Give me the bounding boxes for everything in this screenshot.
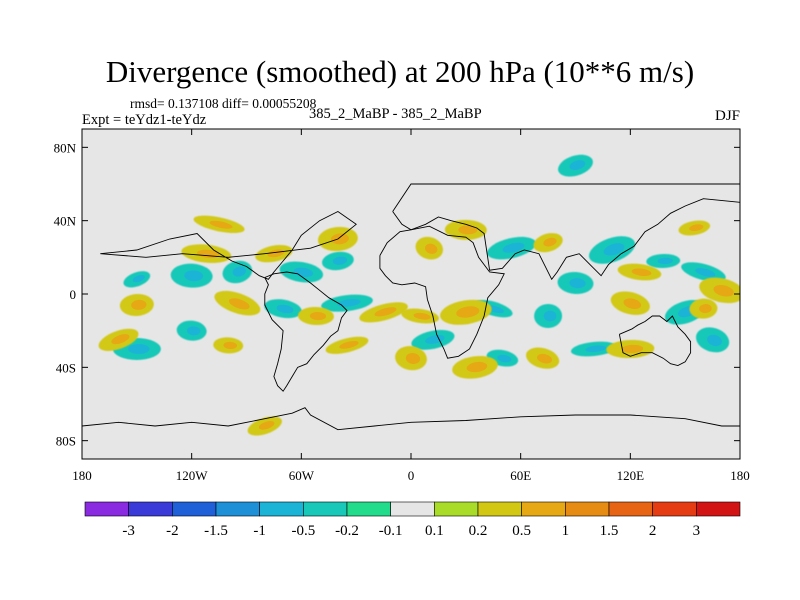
anomaly-blob: [440, 299, 492, 325]
anomaly-blob: [646, 253, 681, 269]
colorbar-swatch: [652, 501, 697, 517]
anomaly-blob: [214, 290, 261, 316]
colorbar-swatch: [259, 501, 304, 517]
anomaly-blob: [401, 308, 439, 324]
coastline-north-america: [100, 210, 357, 280]
colorbar-label: 2: [649, 523, 657, 539]
axes-layer: 180 120W 60W 0 60E 120E 180 80N 40N 0 40S 80S: [54, 129, 750, 483]
chart-title: Divergence (smoothed) at 200 hPa (10**6 …: [105, 54, 695, 89]
colorbar-label: -2: [166, 523, 179, 539]
y-tick-label: 40N: [54, 214, 77, 229]
anomaly-blob: [123, 271, 151, 288]
anomaly-blob: [699, 277, 740, 304]
anomaly-blob: [678, 220, 711, 236]
anomaly-blob: [264, 299, 302, 319]
x-tick-label: 60W: [289, 468, 315, 483]
colorbar-label: -1: [253, 523, 266, 539]
coastline-antarctica: [82, 407, 740, 459]
anomaly-blob: [606, 339, 655, 359]
colorbar-label: 1.5: [600, 523, 619, 539]
anomaly-blob: [557, 271, 594, 295]
anomaly-blob: [558, 154, 593, 177]
anomaly-blob: [255, 245, 293, 263]
anomaly-blob: [610, 291, 650, 315]
x-tick-label: 120W: [176, 468, 209, 483]
coastline-australia: [618, 315, 692, 366]
coastline-layer: [82, 183, 740, 459]
y-tick-label: 40S: [56, 360, 76, 375]
anomaly-blob: [570, 341, 617, 357]
x-tick-label: 180: [730, 468, 750, 483]
colorbar-swatch: [303, 501, 348, 517]
anomaly-blob: [222, 260, 253, 284]
y-tick-label: 80S: [56, 434, 76, 449]
anomaly-blob: [98, 328, 139, 351]
anomaly-blob: [533, 233, 563, 253]
colorbar-label: 3: [693, 523, 701, 539]
anomaly-blob: [525, 347, 560, 369]
anomaly-blob: [695, 327, 730, 353]
anomaly-blob: [444, 219, 487, 240]
colorbar-label: -0.5: [291, 523, 315, 539]
x-tick-label: 0: [408, 468, 415, 483]
anomaly-blob: [213, 337, 244, 354]
x-tick-label: 120E: [617, 468, 645, 483]
anomaly-field-layer: [98, 154, 740, 436]
colorbar-swatch: [521, 501, 566, 517]
coastline-africa: [379, 225, 505, 359]
anomaly-blob: [193, 215, 245, 234]
anomaly-blob: [487, 236, 536, 260]
runs-label: 385_2_MaBP - 385_2_MaBP: [309, 106, 482, 122]
coastline-eurasia: [392, 183, 740, 281]
anomaly-blob: [617, 263, 662, 281]
anomaly-blob: [452, 355, 498, 379]
anomaly-blob: [415, 236, 444, 260]
anomaly-blob: [297, 306, 334, 326]
experiment-label: Expt = teYdz1-teYdz: [82, 112, 207, 128]
anomaly-blob: [247, 416, 282, 436]
colorbar-swatch: [84, 501, 129, 517]
anomaly-blob: [321, 294, 373, 312]
anomaly-blob: [359, 302, 408, 323]
y-tick-label: 80N: [54, 140, 77, 155]
colorbar-swatch: [390, 501, 435, 517]
colorbar-label: 1: [562, 523, 570, 539]
anomaly-blob: [395, 346, 427, 371]
anomaly-blob: [325, 336, 369, 354]
anomaly-blob: [534, 303, 563, 329]
anomaly-blob: [176, 320, 207, 341]
anomaly-blob: [321, 251, 354, 271]
colorbar-label: 0.2: [469, 523, 488, 539]
colorbar-swatch: [346, 501, 391, 517]
x-tick-label: 60E: [510, 468, 531, 483]
colorbar-swatch: [128, 501, 173, 517]
anomaly-blob: [170, 263, 213, 288]
x-tick-label: 180: [72, 468, 92, 483]
season-label: DJF: [714, 108, 740, 124]
colorbar-swatch: [172, 501, 217, 517]
colorbar: -3 -2 -1.5 -1 -0.5 -0.2 -0.1 0.1 0.2 0.5 1 1.5 2 3: [84, 501, 741, 539]
colorbar-swatch: [696, 501, 741, 517]
colorbar-label: -0.1: [379, 523, 403, 539]
anomaly-blob: [589, 236, 636, 264]
colorbar-label: -1.5: [204, 523, 228, 539]
colorbar-label: -0.2: [335, 523, 359, 539]
colorbar-swatch: [608, 501, 653, 517]
colorbar-label: 0.5: [512, 523, 531, 539]
stats-label: rmsd= 0.137108 diff= 0.00055208: [130, 96, 317, 111]
anomaly-blob: [689, 298, 718, 319]
colorbar-swatch: [565, 501, 610, 517]
anomaly-blob: [681, 262, 726, 282]
colorbar-label: -3: [122, 523, 135, 539]
colorbar-swatch: [434, 501, 479, 517]
colorbar-label: 0.1: [425, 523, 444, 539]
plot-background: [82, 129, 740, 459]
coastline-south-america: [264, 271, 348, 392]
colorbar-swatch: [215, 501, 260, 517]
anomaly-blob: [119, 293, 154, 317]
colorbar-swatch: [477, 501, 522, 517]
y-tick-label: 0: [70, 287, 77, 302]
